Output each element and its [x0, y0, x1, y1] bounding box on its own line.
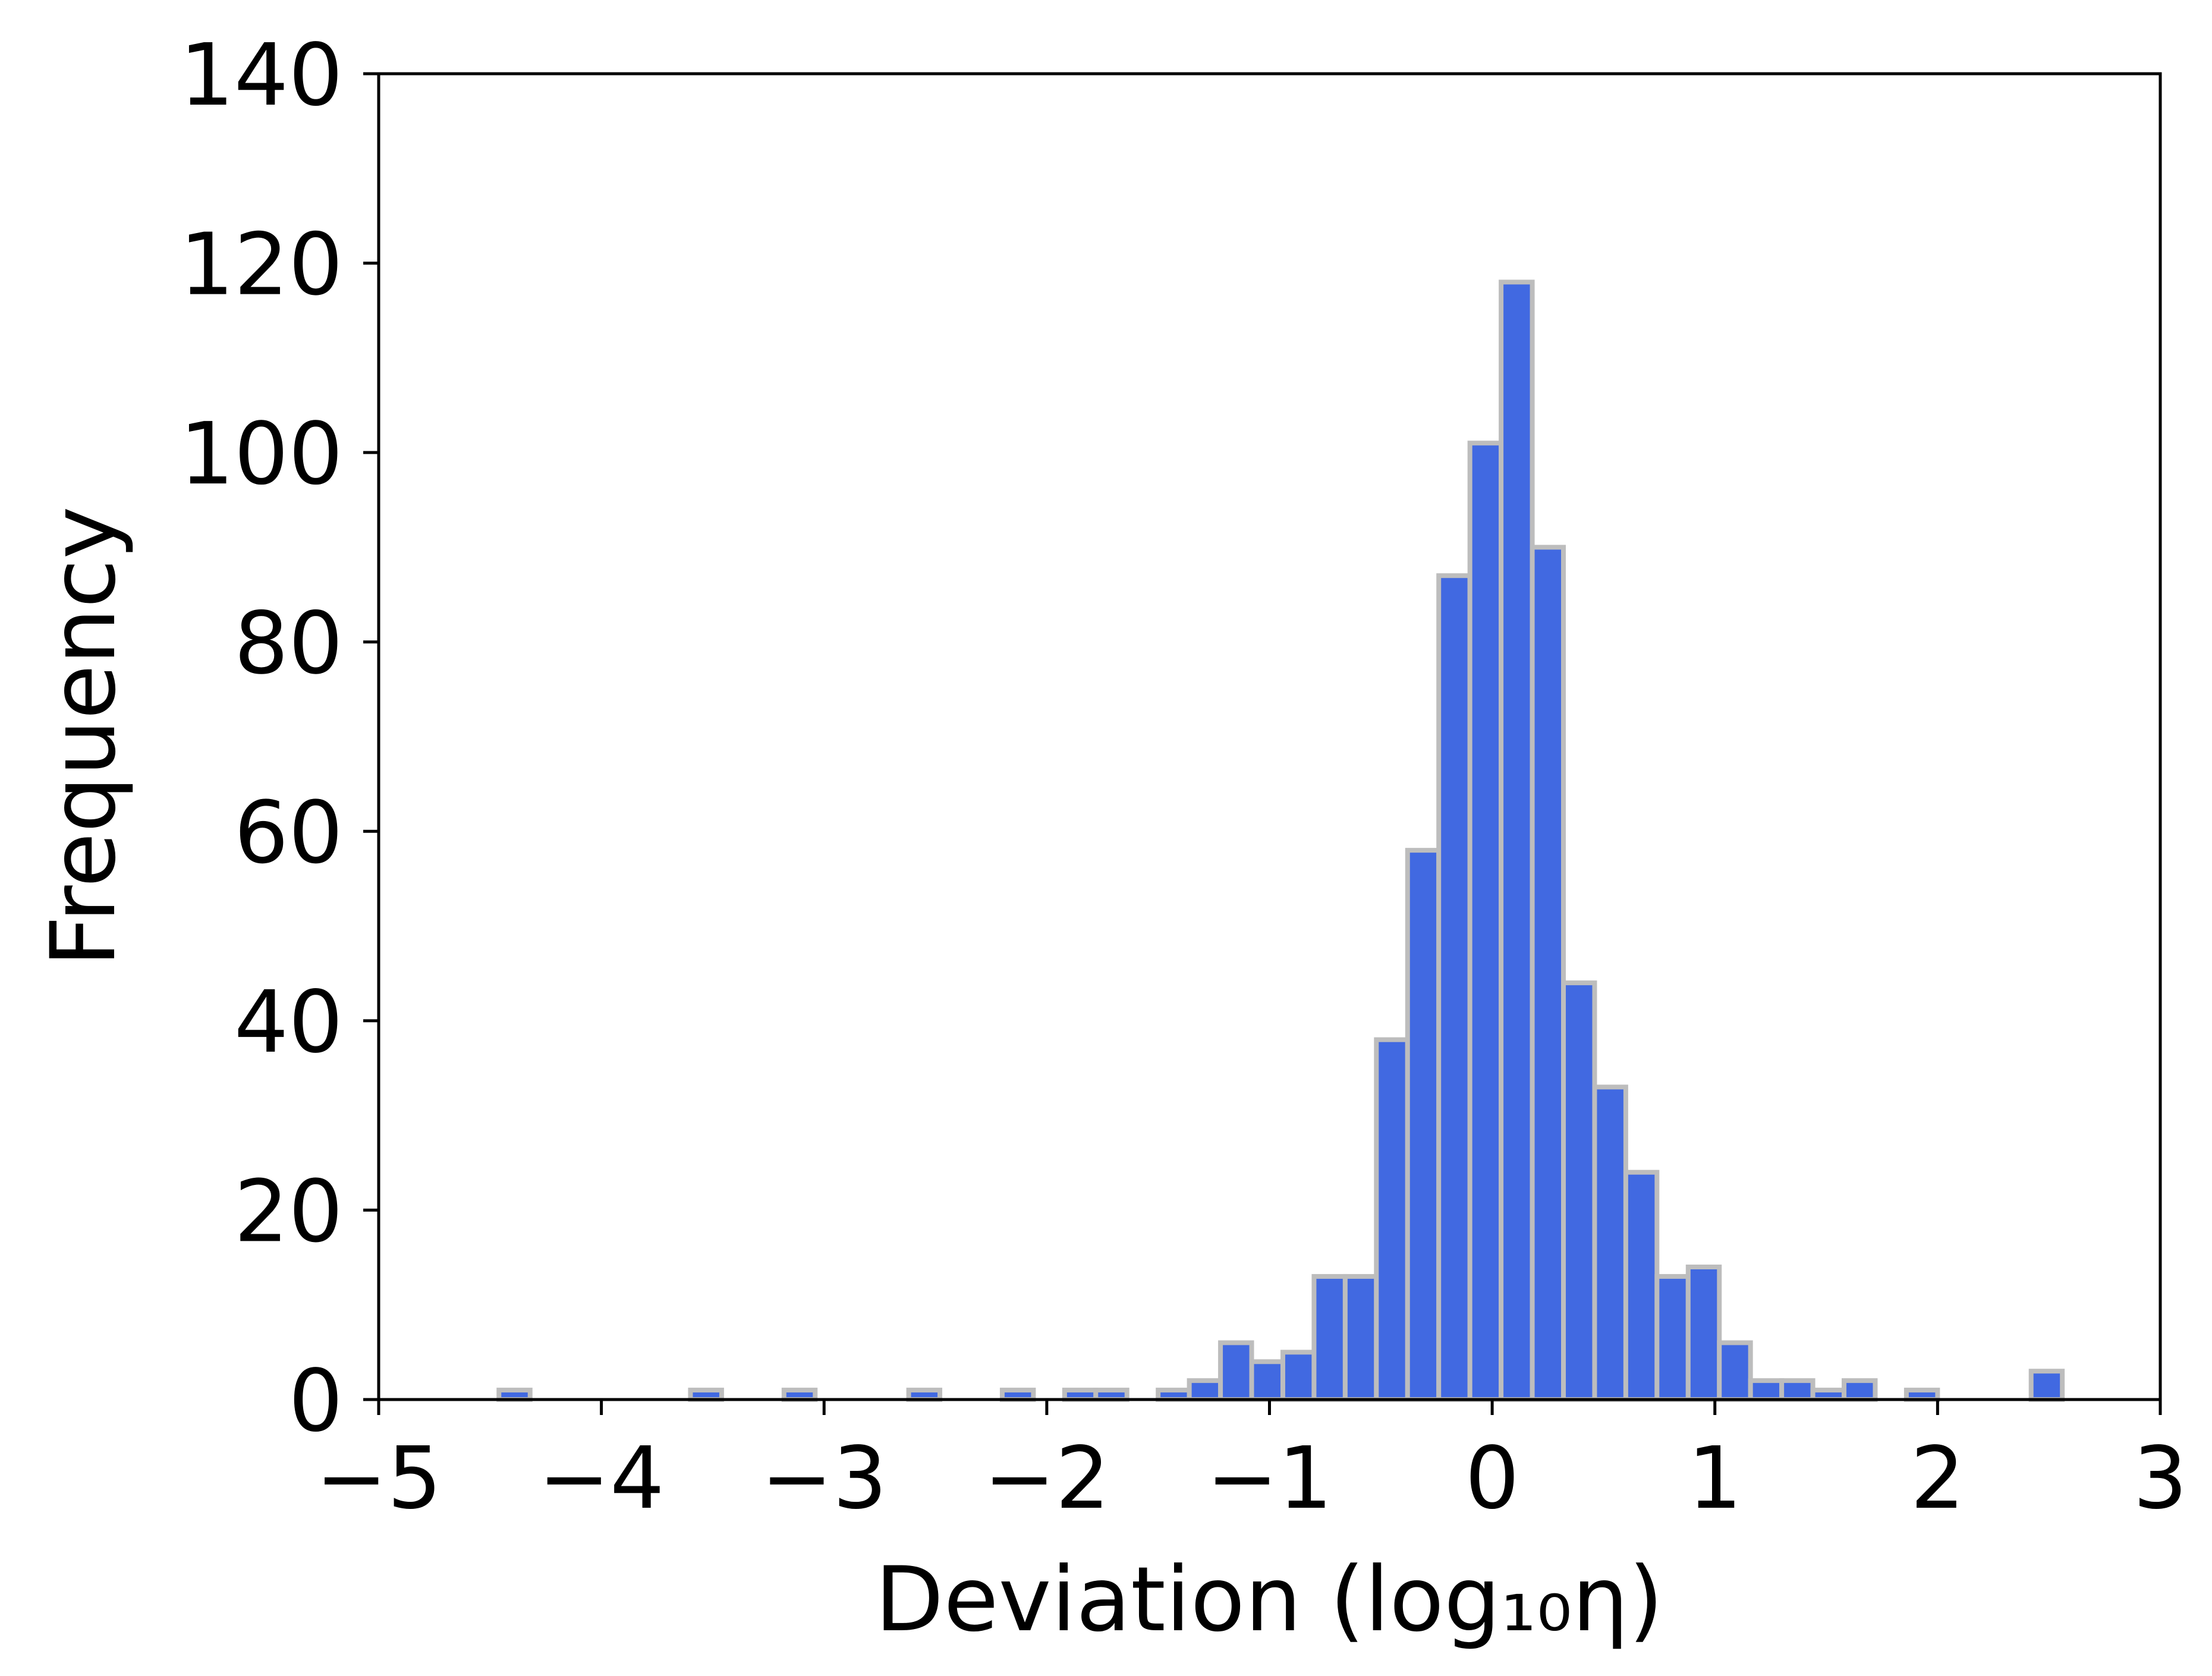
- histogram-bar: [1748, 1378, 1785, 1402]
- histogram-bar: [1623, 1169, 1660, 1402]
- x-tick-label: 2: [1911, 1428, 1965, 1528]
- histogram-bar: [1436, 573, 1472, 1403]
- plot-area: [379, 74, 2160, 1400]
- y-tick-label: 140: [180, 25, 343, 125]
- histogram-bar: [2028, 1369, 2065, 1403]
- histogram-bar: [1405, 848, 1442, 1402]
- histogram-bar: [1311, 1273, 1348, 1402]
- histogram-bar: [1717, 1340, 1753, 1402]
- histogram-bar: [1342, 1273, 1379, 1402]
- histogram-bar: [1374, 1037, 1410, 1402]
- y-tick-label: 80: [234, 593, 343, 693]
- y-tick-label: 0: [288, 1351, 343, 1451]
- y-axis-ticks: 0 20 40 60 80 100 120 140: [180, 25, 379, 1451]
- histogram-bar: [1779, 1378, 1815, 1402]
- histogram-bar: [1561, 980, 1597, 1402]
- x-tick-label: 0: [1465, 1428, 1519, 1528]
- histogram-bar: [1499, 279, 1535, 1402]
- histogram-bar: [1280, 1350, 1317, 1403]
- histogram-bar: [1249, 1359, 1285, 1402]
- x-axis-label: Deviation (log₁₀η): [875, 1548, 1663, 1652]
- y-tick-label: 60: [234, 782, 343, 882]
- x-tick-label: 1: [1688, 1428, 1742, 1528]
- x-tick-label: −4: [538, 1428, 664, 1528]
- histogram-bar: [1467, 441, 1504, 1403]
- x-tick-label: 3: [2133, 1428, 2188, 1528]
- y-tick-label: 100: [180, 404, 343, 504]
- y-axis-label: Frequency: [32, 507, 136, 967]
- histogram-bar: [1218, 1340, 1254, 1402]
- bars-group: [496, 279, 2065, 1403]
- y-tick-label: 120: [180, 215, 343, 315]
- histogram-bar: [1685, 1265, 1722, 1402]
- x-tick-label: −5: [316, 1428, 442, 1528]
- x-tick-label: −2: [984, 1428, 1110, 1528]
- histogram-bar: [1592, 1084, 1628, 1403]
- x-axis-ticks: −5 −4 −3 −2 −1 0 1 2 3: [316, 1400, 2188, 1528]
- histogram-bar: [1187, 1378, 1223, 1402]
- histogram-bar: [1842, 1378, 1878, 1402]
- y-tick-label: 40: [234, 972, 343, 1072]
- y-tick-label: 20: [234, 1161, 343, 1261]
- x-tick-label: −3: [761, 1428, 887, 1528]
- histogram-bar: [1530, 545, 1566, 1402]
- histogram-bar: [1654, 1273, 1691, 1402]
- x-tick-label: −1: [1206, 1428, 1332, 1528]
